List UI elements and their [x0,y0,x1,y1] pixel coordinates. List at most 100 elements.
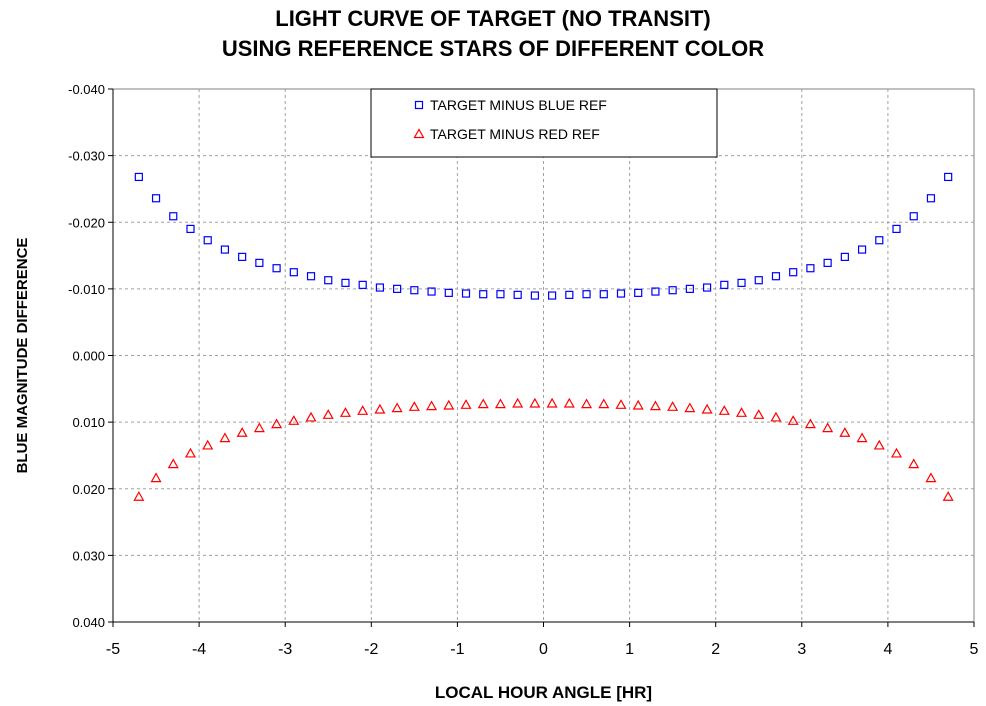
square-point [358,280,367,289]
triangle-point [184,447,197,458]
triangle-point [770,411,782,422]
square-point [151,194,161,203]
square-point [685,284,694,293]
triangle-point [615,399,627,409]
square-point [479,290,488,299]
square-point [668,286,677,295]
triangle-point [736,407,748,417]
square-point [220,245,230,254]
legend-entry-label: TARGET MINUS BLUE REF [430,97,607,113]
x-tick-label: -4 [192,641,206,658]
triangle-point [684,402,696,413]
square-point [840,252,849,261]
square-point [410,286,419,295]
x-tick-label: 3 [797,641,806,658]
triangle-point [374,403,386,414]
square-point [427,287,436,296]
triangle-point [494,398,506,409]
triangle-point [236,427,248,437]
chart-title-line-1: LIGHT CURVE OF TARGET (NO TRANSIT) [275,6,711,31]
triangle-point [804,418,816,429]
legend-marker [413,128,425,139]
y-tick-label: 0.030 [72,548,105,563]
triangle-point [322,409,334,419]
square-point [926,194,936,203]
triangle-point [649,400,661,411]
y-tick-label: -0.010 [68,282,105,297]
x-tick-label: 0 [539,641,548,658]
triangle-point [753,409,765,419]
square-point [789,268,798,277]
y-tick-label: 0.020 [72,482,105,497]
x-tick-label: 5 [970,641,979,658]
square-point [582,290,591,299]
axes: -0.040 -0.030 -0.020 -0.010 0.000 0.010 0.020 0… [68,82,978,658]
triangle-point [391,402,403,413]
square-point [771,272,781,281]
triangle-point [563,397,575,408]
triangle-point [925,472,937,483]
square-point [306,272,316,281]
legend-entry-label: TARGET MINUS RED REF [430,126,600,142]
triangle-point [305,411,317,422]
square-point [461,289,471,298]
triangle-point [202,439,214,450]
y-tick-label: -0.040 [68,82,105,97]
x-tick-label: 2 [711,641,720,658]
square-point [375,283,385,292]
triangle-point [890,447,903,458]
y-tick-label: 0.040 [72,615,105,630]
triangle-point [443,399,455,410]
legend: TARGET MINUS BLUE REF TARGET MINUS RED RE… [370,88,718,158]
series-red-ref [133,397,954,501]
square-point [737,278,746,287]
triangle-point [167,458,179,469]
triangle-point [787,415,799,425]
square-point [341,278,350,287]
triangle-point [253,422,265,433]
x-tick-label: 4 [883,641,892,658]
x-tick-label: 1 [625,641,634,658]
triangle-point [477,398,489,409]
square-point [806,264,815,273]
square-point [599,290,608,299]
square-point [324,276,333,285]
square-point [823,258,832,267]
square-point [754,276,763,285]
triangle-point [219,432,231,443]
square-point [203,236,212,245]
data-points [133,172,954,501]
chart-title-line-2: USING REFERENCE STARS OF DIFFERENT COLOR [221,36,765,61]
y-tick-label: -0.020 [68,215,105,230]
x-tick-label: -2 [364,641,378,658]
x-tick-label: -1 [450,641,464,658]
square-point [393,284,402,293]
y-tick-label: -0.030 [68,149,105,164]
square-point [238,252,247,261]
square-point [909,212,918,221]
square-point [289,268,298,277]
gridlines [112,88,975,623]
square-point [496,290,505,299]
triangle-point [942,491,954,501]
y-tick-label: 0.000 [72,349,105,364]
square-point [513,290,522,299]
square-point [272,264,281,273]
triangle-point [856,432,868,443]
square-point [169,212,178,221]
square-point [651,287,660,296]
triangle-point [271,418,283,429]
square-point [875,236,884,245]
triangle-point [133,491,145,501]
square-point [702,283,712,292]
triangle-point [529,397,541,408]
y-tick-label: 0.010 [72,415,105,430]
square-point [892,224,901,234]
square-point [530,291,539,300]
triangle-point [426,400,438,411]
square-point [134,172,143,182]
x-tick-label: -3 [278,641,292,658]
triangle-point [288,415,300,425]
square-point [186,224,195,234]
